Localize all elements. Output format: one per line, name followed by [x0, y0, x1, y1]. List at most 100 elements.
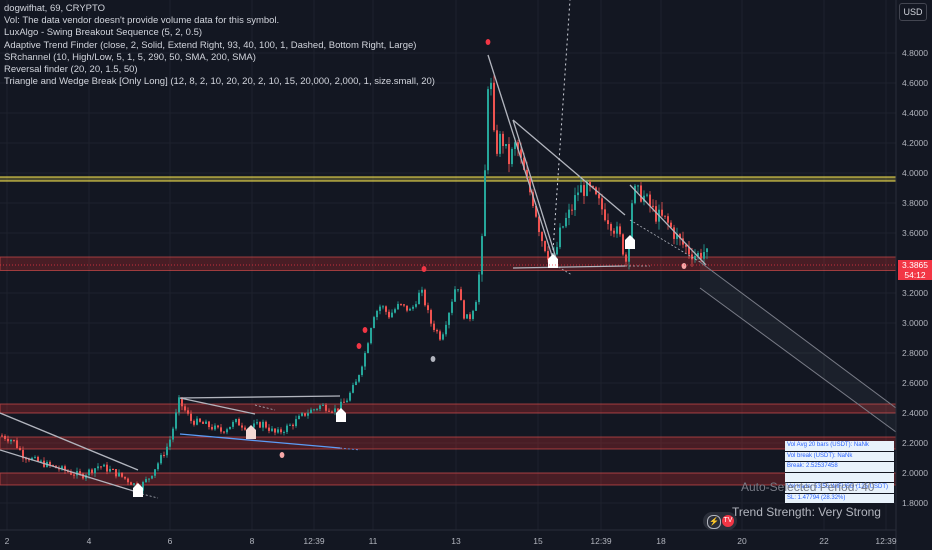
price-tick: 1.8000: [902, 498, 928, 508]
candle-body: [277, 429, 279, 433]
price-tick: 3.6000: [902, 228, 928, 238]
late-wedge-lower-dash: [629, 219, 701, 263]
candle-body: [619, 226, 621, 235]
auto-period-label: Auto-Selected Period: 40: [741, 480, 875, 494]
candle-body: [358, 375, 360, 382]
legend-line-reversal-finder[interactable]: Reversal finder (20, 20, 1.5, 50): [4, 64, 138, 76]
candle-body: [454, 289, 456, 302]
candle-body: [28, 459, 30, 461]
lightning-icon[interactable]: ⚡: [707, 515, 721, 529]
trend-channel-lower: [699, 287, 897, 433]
candle-body: [211, 427, 213, 430]
candle-body: [487, 89, 489, 171]
candle-body: [190, 413, 192, 421]
candle-body: [472, 310, 474, 320]
price-tick: 4.2000: [902, 138, 928, 148]
candle-body: [655, 206, 657, 222]
candle-body: [589, 182, 591, 187]
candle-body: [313, 409, 315, 411]
legend-line-adaptive-trend[interactable]: Adaptive Trend Finder (close, 2, Solid, …: [4, 39, 417, 51]
trend-channel-upper: [699, 261, 897, 409]
legend-line-swing-breakout[interactable]: LuxAlgo - Swing Breakout Sequence (5, 2,…: [4, 27, 203, 39]
late-wedge-upper: [629, 184, 707, 266]
candle-body: [202, 421, 204, 424]
triangle-top-line: [179, 395, 341, 399]
legend-line-volume[interactable]: Vol: The data vendor doesn't provide vol…: [4, 15, 280, 27]
legend-line-triangle-wedge[interactable]: Triangle and Wedge Break [Only Long] (12…: [4, 76, 435, 88]
candle-body: [367, 343, 369, 354]
candle-body: [292, 424, 294, 427]
candle-body: [649, 194, 651, 206]
tradingview-logo-icon[interactable]: TV: [722, 515, 734, 527]
candle-body: [91, 469, 93, 474]
candle-body: [106, 464, 108, 472]
reversal-descending-line: [512, 119, 626, 216]
candle-body: [4, 435, 6, 439]
currency-button[interactable]: USD: [899, 3, 927, 21]
breakout-marker: [246, 425, 256, 439]
candle-body: [706, 248, 708, 253]
candle-body: [127, 478, 129, 483]
chart-tools-pill[interactable]: ⚡ TV: [703, 512, 737, 530]
candle-body: [361, 366, 363, 376]
candle-body: [148, 478, 150, 480]
legend-line-srchannel[interactable]: SRchannel (10, High/Low, 5, 1, 5, 290, 5…: [4, 51, 256, 63]
wedge-lower-dash: [137, 492, 159, 499]
trend-lines: [0, 0, 707, 499]
candle-body: [388, 311, 390, 318]
candle-body: [52, 465, 54, 467]
candle-body: [262, 421, 264, 428]
candle-body: [568, 209, 570, 218]
price-tick: 4.4000: [902, 108, 928, 118]
bar-countdown: 54:12: [904, 270, 926, 280]
candle-body: [103, 464, 105, 467]
price-tick: 4.0000: [902, 168, 928, 178]
candle-body: [532, 192, 534, 206]
candle-body: [187, 410, 189, 414]
time-tick: 4: [86, 536, 92, 546]
candle-body: [409, 308, 411, 311]
candle-body: [634, 185, 636, 204]
candle-body: [430, 310, 432, 324]
candle-body: [34, 456, 36, 458]
candle-body: [19, 447, 21, 451]
candle-body: [496, 130, 498, 154]
candle-body: [229, 426, 231, 430]
candle-body: [238, 418, 240, 426]
candle-body: [208, 421, 210, 428]
candle-body: [493, 82, 495, 131]
candle-body: [586, 182, 588, 196]
candle-body: [466, 314, 468, 319]
candle-body: [607, 220, 609, 225]
candle-body: [259, 422, 261, 428]
time-tick: 18: [656, 536, 666, 546]
candle-body: [397, 303, 399, 310]
time-tick: 12:39: [303, 536, 325, 546]
stats-row-vol-break: Vol break (USDT): NaNk: [785, 452, 894, 462]
candle-body: [64, 466, 66, 471]
candle-body: [697, 252, 699, 256]
price-tick: 4.8000: [902, 48, 928, 58]
candle-body: [517, 142, 519, 150]
candle-body: [421, 289, 423, 293]
candle-body: [97, 466, 99, 469]
candle-body: [577, 192, 579, 196]
candle-body: [73, 474, 75, 476]
candle-body: [133, 483, 135, 485]
symbol-title[interactable]: dogwifhat, 69, CRYPTO: [4, 3, 106, 14]
candle-body: [124, 476, 126, 479]
candle-body: [163, 454, 165, 456]
candle-body: [637, 185, 639, 187]
candle-body: [592, 186, 594, 188]
candle-body: [175, 412, 177, 429]
candle-body: [268, 427, 270, 431]
candle-body: [664, 215, 666, 217]
reversal-inner-dash: [554, 264, 573, 276]
time-tick: 15: [533, 536, 543, 546]
candle-body: [385, 306, 387, 312]
candle-body: [7, 438, 9, 442]
time-tick: 6: [167, 536, 173, 546]
candle-body: [541, 232, 543, 242]
candle-body: [505, 144, 507, 147]
